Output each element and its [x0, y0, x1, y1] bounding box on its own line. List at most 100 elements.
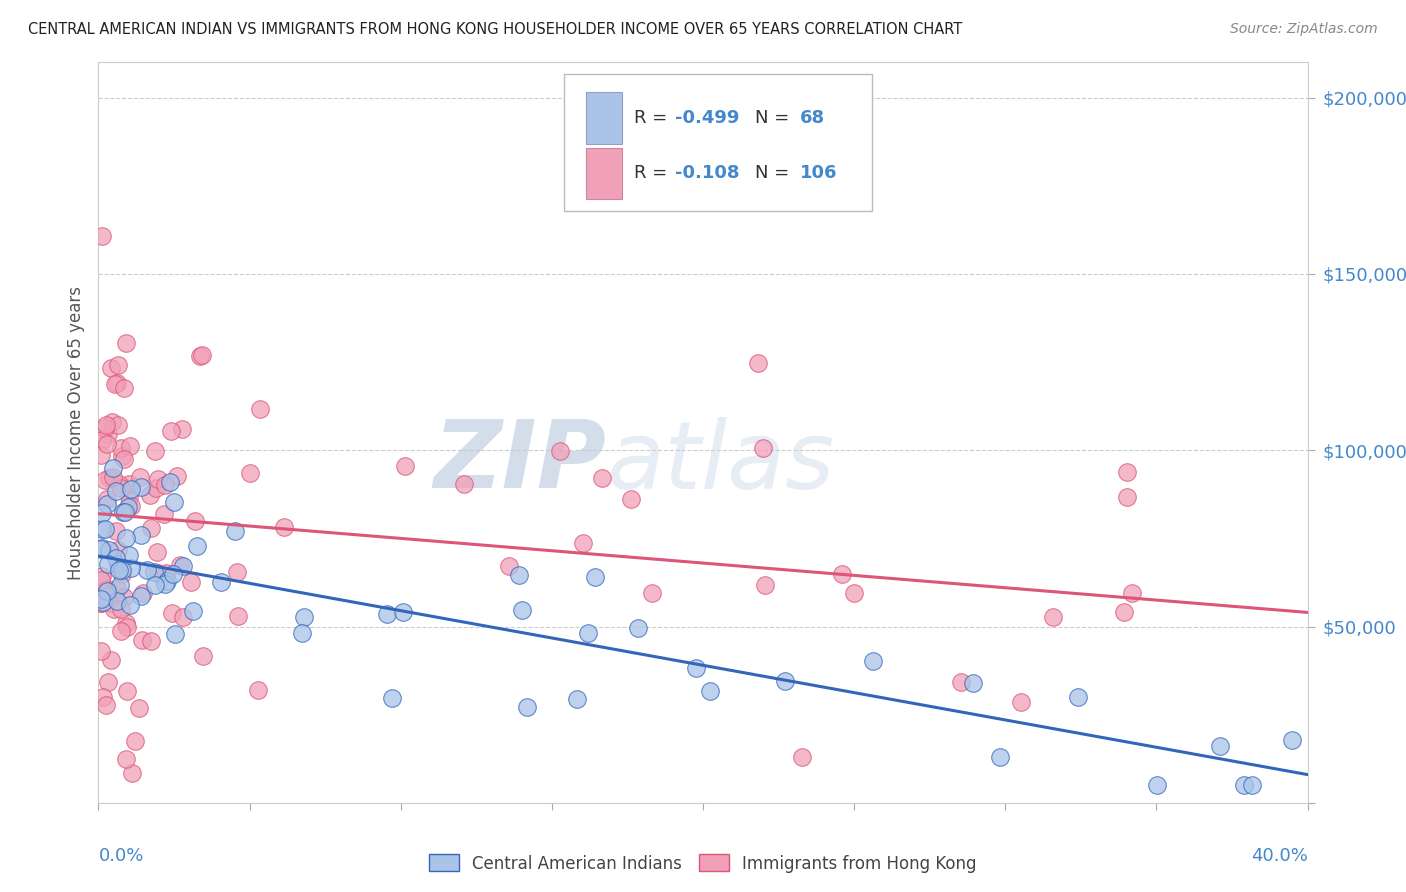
Text: ZIP: ZIP — [433, 417, 606, 508]
Point — [90, 644, 112, 658]
Point — [498, 559, 520, 574]
Point — [1146, 778, 1168, 792]
Point — [105, 376, 128, 390]
Point — [105, 484, 128, 499]
Point — [394, 458, 416, 473]
Point — [103, 461, 125, 475]
Point — [510, 603, 533, 617]
Point — [131, 589, 153, 603]
Point — [105, 582, 128, 596]
Point — [131, 632, 153, 647]
Point — [91, 522, 114, 536]
Point — [180, 575, 202, 590]
Point — [627, 621, 650, 635]
Point — [91, 569, 114, 583]
Point — [139, 488, 162, 502]
Point — [118, 476, 141, 491]
Point — [91, 506, 114, 520]
Text: atlas: atlas — [606, 417, 835, 508]
Point — [842, 585, 865, 599]
Point — [94, 473, 117, 487]
Point — [375, 607, 398, 621]
Point — [1116, 490, 1139, 504]
Point — [111, 449, 134, 463]
Point — [108, 578, 131, 592]
Point — [172, 610, 194, 624]
Text: CENTRAL AMERICAN INDIAN VS IMMIGRANTS FROM HONG KONG HOUSEHOLDER INCOME OVER 65 : CENTRAL AMERICAN INDIAN VS IMMIGRANTS FR… — [28, 22, 962, 37]
Point — [107, 417, 129, 432]
Text: N =: N = — [755, 164, 794, 183]
Point — [112, 505, 135, 519]
Point — [516, 700, 538, 714]
Point — [129, 470, 152, 484]
Point — [548, 443, 571, 458]
Point — [120, 482, 142, 496]
Point — [641, 585, 664, 599]
Point — [107, 359, 129, 373]
Point — [90, 448, 112, 462]
Point — [790, 749, 813, 764]
Point — [112, 381, 135, 395]
Point — [114, 336, 136, 351]
Point — [108, 477, 131, 491]
Point — [97, 471, 120, 485]
Point — [111, 566, 134, 581]
Y-axis label: Householder Income Over 65 years: Householder Income Over 65 years — [66, 285, 84, 580]
Point — [508, 567, 530, 582]
Point — [170, 422, 193, 436]
Point — [181, 604, 204, 618]
Point — [128, 701, 150, 715]
Point — [141, 634, 163, 648]
Point — [152, 507, 174, 521]
Point — [391, 606, 413, 620]
Legend: Central American Indians, Immigrants from Hong Kong: Central American Indians, Immigrants fro… — [422, 847, 984, 880]
Point — [1240, 778, 1263, 792]
Text: 40.0%: 40.0% — [1251, 847, 1308, 865]
Point — [1121, 586, 1143, 600]
Point — [110, 602, 132, 616]
Point — [292, 610, 315, 624]
Point — [114, 752, 136, 766]
Point — [226, 609, 249, 624]
Point — [96, 698, 118, 713]
Point — [1042, 610, 1064, 624]
Point — [115, 684, 138, 698]
Text: -0.499: -0.499 — [675, 109, 740, 127]
Point — [169, 558, 191, 572]
Point — [93, 595, 115, 609]
Point — [91, 690, 114, 704]
Point — [117, 500, 139, 514]
Point — [291, 626, 314, 640]
Text: R =: R = — [634, 109, 673, 127]
Point — [162, 566, 184, 581]
Point — [143, 566, 166, 580]
Point — [572, 535, 595, 549]
Point — [124, 733, 146, 747]
Point — [112, 451, 135, 466]
Point — [1209, 739, 1232, 753]
Point — [120, 598, 142, 612]
Point — [111, 563, 134, 577]
Point — [129, 528, 152, 542]
Point — [112, 590, 135, 604]
Point — [97, 542, 120, 557]
Point — [103, 602, 125, 616]
Point — [90, 592, 112, 607]
Point — [565, 692, 588, 706]
Point — [105, 593, 128, 607]
Point — [239, 467, 262, 481]
Text: 0.0%: 0.0% — [98, 847, 143, 865]
Point — [121, 765, 143, 780]
Point — [101, 469, 124, 483]
Text: 68: 68 — [800, 109, 825, 127]
Point — [145, 481, 167, 495]
Point — [381, 690, 404, 705]
Point — [453, 476, 475, 491]
Point — [209, 575, 232, 590]
Point — [107, 543, 129, 558]
Point — [1112, 605, 1135, 619]
Point — [188, 349, 211, 363]
Point — [118, 548, 141, 562]
Point — [1010, 695, 1032, 709]
Point — [246, 683, 269, 698]
